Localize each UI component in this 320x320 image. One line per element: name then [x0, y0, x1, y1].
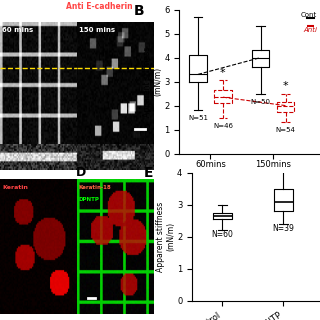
- Text: Keratin: Keratin: [2, 185, 28, 190]
- Text: *: *: [220, 68, 225, 78]
- Text: D: D: [76, 166, 86, 179]
- Text: Anti: Anti: [303, 27, 317, 33]
- Text: B: B: [134, 4, 145, 18]
- Text: 150 mins: 150 mins: [79, 28, 115, 34]
- Text: N=50: N=50: [251, 99, 270, 105]
- Y-axis label: Apparent stiffness
(mN/m): Apparent stiffness (mN/m): [156, 202, 175, 272]
- Text: 60 mins: 60 mins: [2, 28, 33, 34]
- Text: Keratin-18: Keratin-18: [79, 185, 111, 190]
- Text: N=54: N=54: [276, 127, 295, 133]
- Text: E-cadherin: E-cadherin: [0, 2, 42, 11]
- Text: N=60: N=60: [212, 230, 233, 239]
- Text: E: E: [143, 166, 153, 180]
- Text: *: *: [282, 81, 288, 91]
- Text: N=51: N=51: [188, 116, 208, 122]
- Text: N=39: N=39: [273, 224, 294, 233]
- Text: N=46: N=46: [213, 123, 233, 129]
- Text: Anti E-cadherin: Anti E-cadherin: [66, 2, 132, 11]
- Text: Cont: Cont: [301, 12, 317, 19]
- Text: DPNTP: DPNTP: [79, 197, 100, 202]
- Y-axis label: Apparent stiffness
(mN/m): Apparent stiffness (mN/m): [143, 46, 163, 117]
